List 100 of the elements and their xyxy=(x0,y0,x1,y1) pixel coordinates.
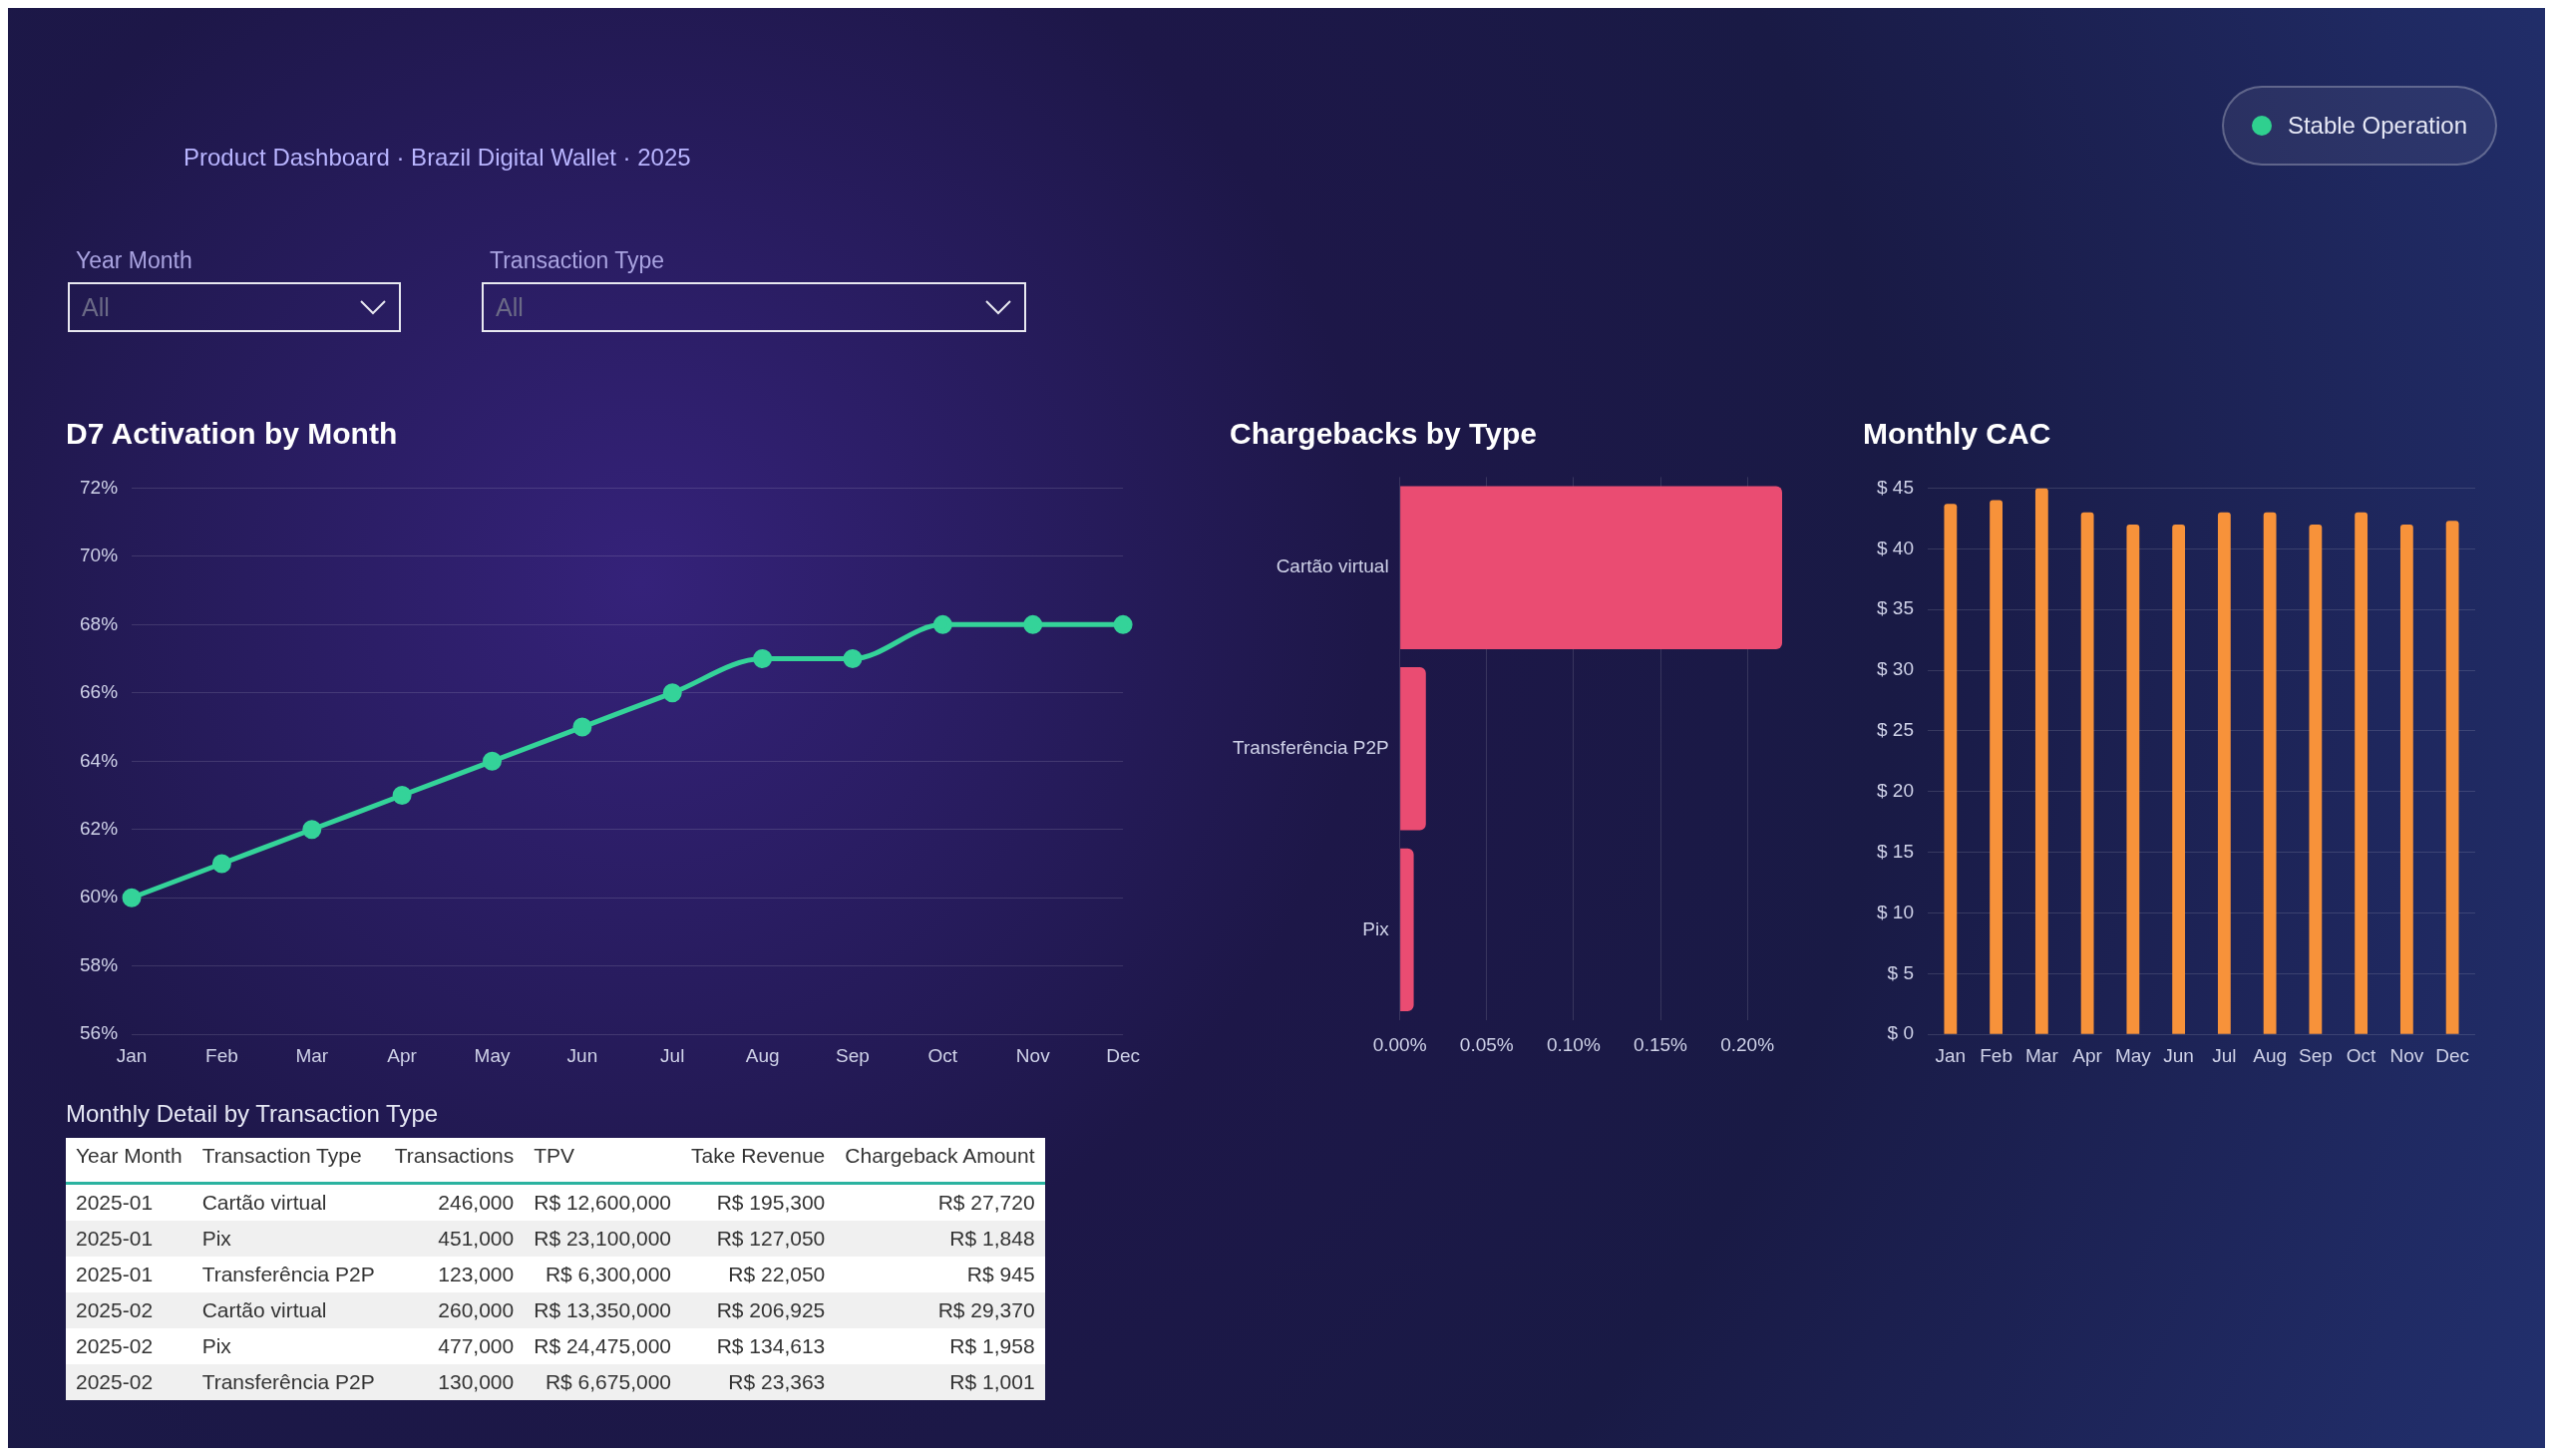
chart-title: Chargebacks by Type xyxy=(1230,417,1538,451)
text: 451,000 xyxy=(437,1226,516,1252)
point xyxy=(483,751,503,771)
text: R$ 1,001 xyxy=(948,1369,1036,1395)
category-label: Chargeback Amount xyxy=(844,1143,1036,1169)
text: Product Dashboard · Brazil Digital Wallet · 2025 xyxy=(183,144,691,172)
text: 2025-01 xyxy=(75,1226,155,1252)
text: Transferência P2P xyxy=(200,1262,376,1287)
x-tick-label: 0.00% xyxy=(1372,1033,1427,1055)
y-tick-label: $ 40 xyxy=(1877,537,1914,558)
y-tick-label: 62% xyxy=(80,818,119,840)
text: 260,000 xyxy=(437,1297,516,1323)
text: R$ 12,600,000 xyxy=(533,1190,672,1216)
text: R$ 945 xyxy=(965,1262,1036,1287)
text: R$ 27,720 xyxy=(936,1190,1036,1216)
x-tick-label: Feb xyxy=(205,1044,238,1066)
x-tick-label: Jul xyxy=(2212,1044,2237,1066)
text: R$ 195,300 xyxy=(715,1190,827,1216)
x-tick-label: Sep xyxy=(836,1044,870,1066)
y-tick-label: 66% xyxy=(80,681,119,703)
y-tick-label: $ 10 xyxy=(1877,901,1914,922)
x-tick-label: 0.05% xyxy=(1459,1033,1514,1055)
chart-title: D7 Activation by Month xyxy=(66,417,399,451)
text: Cartão virtual xyxy=(200,1297,328,1323)
y-tick-label: 58% xyxy=(80,953,119,975)
x-tick-label: Mar xyxy=(295,1044,329,1066)
x-tick-label: Oct xyxy=(2346,1044,2377,1066)
y-tick-label: Cartão virtual xyxy=(1276,555,1389,577)
text: Transferência P2P xyxy=(200,1369,376,1395)
x-tick-label: Feb xyxy=(1980,1044,2012,1066)
point xyxy=(1113,614,1133,634)
text: R$ 1,958 xyxy=(948,1333,1036,1359)
y-tick-label: 64% xyxy=(80,749,119,771)
y-tick-label: Transferência P2P xyxy=(1232,737,1389,759)
text: R$ 134,613 xyxy=(715,1333,827,1359)
y-tick-label: $ 35 xyxy=(1877,597,1914,619)
text: R$ 23,100,000 xyxy=(533,1226,672,1252)
x-tick-label: Aug xyxy=(2253,1044,2288,1066)
x-tick-label: Dec xyxy=(1106,1044,1140,1066)
bar xyxy=(1400,667,1426,831)
text: R$ 6,675,000 xyxy=(544,1369,672,1395)
x-tick-label: Nov xyxy=(2389,1044,2424,1066)
x-tick-label: May xyxy=(2114,1044,2152,1066)
y-tick-label: $ 5 xyxy=(1887,961,1914,983)
x-tick-label: Oct xyxy=(927,1044,958,1066)
y-tick-label: $ 30 xyxy=(1877,658,1914,680)
category-label: TPV xyxy=(533,1143,576,1169)
x-tick-label: Jan xyxy=(116,1044,148,1066)
y-tick-label: 70% xyxy=(80,545,119,566)
text: 2025-02 xyxy=(75,1369,155,1395)
point xyxy=(392,786,412,806)
text: 2025-02 xyxy=(75,1297,155,1323)
category-label: Transaction Type xyxy=(200,1143,363,1169)
text: Pix xyxy=(200,1333,232,1359)
text: R$ 206,925 xyxy=(715,1297,827,1323)
x-tick-label: Nov xyxy=(1015,1044,1051,1066)
point xyxy=(302,820,322,840)
category-label: Transactions xyxy=(393,1143,516,1169)
text: 2025-01 xyxy=(75,1262,155,1287)
text: 130,000 xyxy=(437,1369,516,1395)
x-tick-label: 0.15% xyxy=(1634,1033,1688,1055)
bar xyxy=(1400,486,1782,649)
text: R$ 22,050 xyxy=(727,1262,827,1287)
x-tick-label: Apr xyxy=(387,1044,418,1066)
chart-title: Monthly CAC xyxy=(1863,417,2052,451)
point xyxy=(753,649,773,669)
text: 2025-02 xyxy=(75,1333,155,1359)
text: 2025-01 xyxy=(75,1190,155,1216)
text: R$ 29,370 xyxy=(936,1297,1036,1323)
x-tick-label: Jan xyxy=(1935,1044,1967,1066)
text: R$ 13,350,000 xyxy=(533,1297,672,1323)
x-tick-label: May xyxy=(474,1044,511,1066)
text: R$ 127,050 xyxy=(715,1226,827,1252)
category-label: Year Month xyxy=(75,1143,183,1169)
point xyxy=(211,854,231,874)
category-label: Take Revenue xyxy=(690,1143,827,1169)
x-tick-label: Jun xyxy=(2163,1044,2194,1066)
text: 246,000 xyxy=(437,1190,516,1216)
point xyxy=(932,614,952,634)
y-tick-label: 56% xyxy=(80,1022,119,1044)
y-tick-label: Pix xyxy=(1362,917,1390,939)
text: Cartão virtual xyxy=(200,1190,328,1216)
text: 477,000 xyxy=(437,1333,516,1359)
text: 123,000 xyxy=(437,1262,516,1287)
text: All xyxy=(82,292,110,322)
x-tick-label: Jul xyxy=(660,1044,685,1066)
x-tick-label: Aug xyxy=(745,1044,780,1066)
text: Transaction Type xyxy=(489,247,666,274)
y-tick-label: 72% xyxy=(80,476,119,498)
text: All xyxy=(496,292,524,322)
x-tick-label: 0.10% xyxy=(1546,1033,1601,1055)
x-tick-label: Jun xyxy=(566,1044,598,1066)
text: R$ 23,363 xyxy=(727,1369,827,1395)
point xyxy=(843,649,863,669)
point xyxy=(1023,614,1043,634)
y-tick-label: $ 20 xyxy=(1877,779,1914,801)
point xyxy=(122,888,142,908)
x-tick-label: Apr xyxy=(2072,1044,2103,1066)
x-tick-label: Mar xyxy=(2024,1044,2059,1066)
text: Pix xyxy=(200,1226,232,1252)
